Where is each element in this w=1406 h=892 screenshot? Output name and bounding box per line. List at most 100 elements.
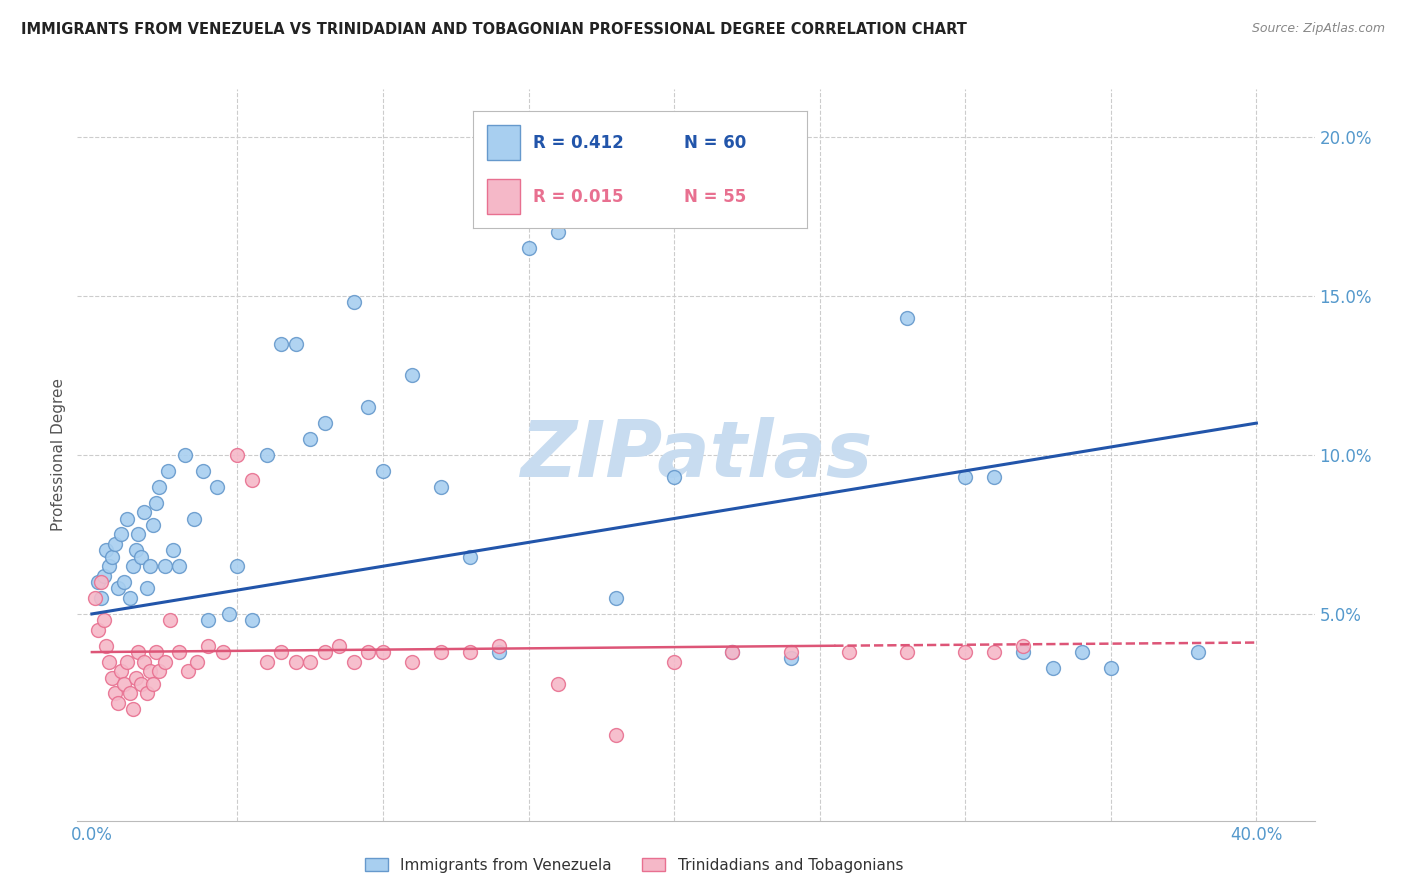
Point xyxy=(460,645,482,659)
Point xyxy=(314,416,336,430)
Point xyxy=(101,671,124,685)
Point xyxy=(371,645,394,659)
Point xyxy=(112,575,135,590)
Point xyxy=(131,677,153,691)
Point xyxy=(401,655,423,669)
Point xyxy=(197,613,219,627)
Text: IMMIGRANTS FROM VENEZUELA VS TRINIDADIAN AND TOBAGONIAN PROFESSIONAL DEGREE CORR: IMMIGRANTS FROM VENEZUELA VS TRINIDADIAN… xyxy=(21,22,967,37)
Point xyxy=(145,495,167,509)
Text: Source: ZipAtlas.com: Source: ZipAtlas.com xyxy=(1251,22,1385,36)
Point xyxy=(430,645,453,659)
Point xyxy=(121,702,143,716)
Point xyxy=(142,517,165,532)
Point xyxy=(131,549,153,564)
Point xyxy=(139,559,162,574)
Point xyxy=(134,505,156,519)
Legend: Immigrants from Venezuela, Trinidadians and Tobagonians: Immigrants from Venezuela, Trinidadians … xyxy=(359,852,910,879)
Point xyxy=(104,537,127,551)
Point xyxy=(779,651,801,665)
Point xyxy=(226,448,249,462)
Point xyxy=(605,728,627,742)
Point xyxy=(118,591,141,605)
Point xyxy=(110,664,132,678)
Point xyxy=(662,655,685,669)
Point xyxy=(127,645,149,659)
Point xyxy=(98,655,121,669)
Point xyxy=(226,559,249,574)
Point xyxy=(159,613,181,627)
Point xyxy=(605,591,627,605)
Point xyxy=(96,639,118,653)
Text: ZIPatlas: ZIPatlas xyxy=(520,417,872,493)
Point xyxy=(357,401,380,415)
Point xyxy=(86,623,108,637)
Point xyxy=(205,480,228,494)
Point xyxy=(183,511,205,525)
Point xyxy=(240,474,263,488)
Point xyxy=(896,645,918,659)
Point xyxy=(191,464,214,478)
Point xyxy=(110,527,132,541)
Point xyxy=(1099,661,1122,675)
Point xyxy=(174,448,197,462)
Point xyxy=(153,655,176,669)
Point xyxy=(240,613,263,627)
Point xyxy=(136,582,159,596)
Point xyxy=(96,543,118,558)
Point xyxy=(357,645,380,659)
Point xyxy=(90,591,112,605)
Point xyxy=(721,645,744,659)
Point xyxy=(838,645,860,659)
Point xyxy=(1042,661,1064,675)
Point xyxy=(93,568,115,582)
Point xyxy=(430,480,453,494)
Point xyxy=(284,336,307,351)
Point xyxy=(98,559,121,574)
Point xyxy=(101,549,124,564)
Point xyxy=(371,464,394,478)
Point xyxy=(955,470,977,484)
Point xyxy=(115,511,138,525)
Point xyxy=(121,559,143,574)
Point xyxy=(460,549,482,564)
Point xyxy=(156,464,179,478)
Point xyxy=(118,686,141,700)
Point xyxy=(955,645,977,659)
Point xyxy=(136,686,159,700)
Point xyxy=(284,655,307,669)
Point xyxy=(153,559,176,574)
Point xyxy=(177,664,200,678)
Point xyxy=(1012,639,1035,653)
Point xyxy=(112,677,135,691)
Point xyxy=(104,686,127,700)
Point xyxy=(299,432,322,446)
Point xyxy=(124,543,146,558)
Point xyxy=(148,664,170,678)
Point xyxy=(488,645,510,659)
Point xyxy=(93,613,115,627)
Point xyxy=(127,527,149,541)
Point xyxy=(1187,645,1209,659)
Point xyxy=(83,591,105,605)
Point xyxy=(343,295,366,310)
Point xyxy=(896,311,918,326)
Point xyxy=(1012,645,1035,659)
Point xyxy=(270,645,292,659)
Point xyxy=(547,677,569,691)
Point xyxy=(328,639,350,653)
Point xyxy=(218,607,240,621)
Point xyxy=(721,645,744,659)
Point xyxy=(167,559,190,574)
Point xyxy=(148,480,170,494)
Point xyxy=(162,543,184,558)
Point xyxy=(1070,645,1092,659)
Point xyxy=(401,368,423,383)
Point xyxy=(186,655,208,669)
Point xyxy=(779,645,801,659)
Point xyxy=(256,655,278,669)
Point xyxy=(142,677,165,691)
Point xyxy=(107,582,129,596)
Point xyxy=(517,241,540,255)
Point xyxy=(139,664,162,678)
Point xyxy=(134,655,156,669)
